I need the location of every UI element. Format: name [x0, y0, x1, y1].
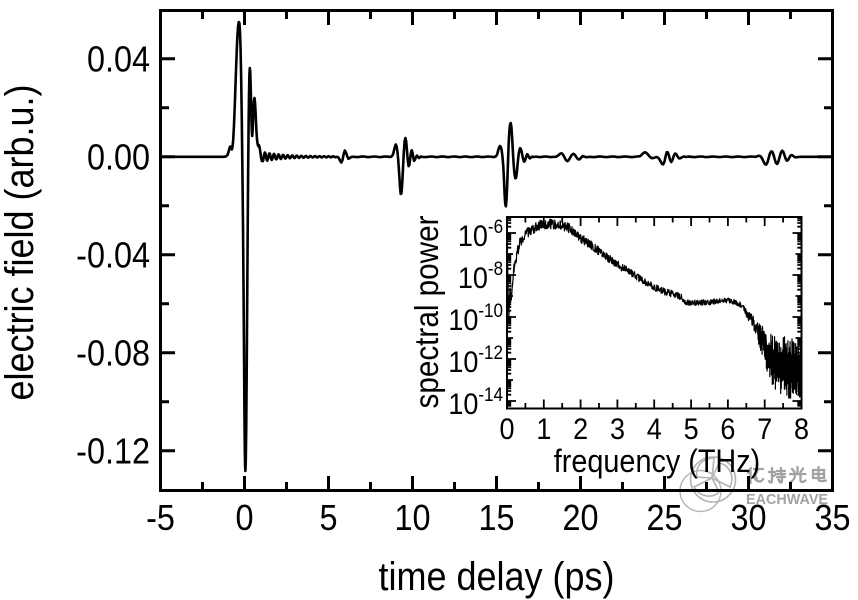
- svg-text:7: 7: [757, 413, 772, 447]
- svg-text:-5: -5: [146, 498, 175, 538]
- svg-text:10: 10: [394, 498, 430, 538]
- svg-text:8: 8: [794, 413, 809, 447]
- svg-text:spectral power: spectral power: [409, 215, 446, 408]
- svg-text:0.00: 0.00: [87, 138, 150, 178]
- svg-text:3: 3: [610, 413, 625, 447]
- svg-text:-0.12: -0.12: [76, 432, 150, 472]
- svg-text:1: 1: [536, 413, 551, 447]
- svg-text:0: 0: [235, 498, 253, 538]
- svg-text:-12: -12: [478, 342, 503, 363]
- svg-text:10: 10: [448, 304, 478, 338]
- svg-text:-14: -14: [478, 384, 503, 405]
- svg-text:25: 25: [646, 498, 682, 538]
- svg-text:10: 10: [458, 262, 488, 296]
- svg-text:-0.08: -0.08: [76, 334, 150, 374]
- svg-text:5: 5: [684, 413, 699, 447]
- svg-text:4: 4: [647, 413, 662, 447]
- svg-text:0.04: 0.04: [87, 40, 150, 80]
- svg-text:electric field (arb.u.): electric field (arb.u.): [0, 84, 42, 400]
- svg-text:0: 0: [499, 413, 514, 447]
- svg-text:6: 6: [720, 413, 735, 447]
- svg-text:10: 10: [458, 220, 488, 254]
- svg-text:5: 5: [319, 498, 337, 538]
- svg-text:time delay (ps): time delay (ps): [378, 555, 614, 599]
- svg-text:15: 15: [478, 498, 514, 538]
- svg-text:frequency (THz): frequency (THz): [554, 444, 760, 480]
- svg-text:2: 2: [573, 413, 588, 447]
- svg-text:-8: -8: [488, 258, 503, 279]
- svg-text:10: 10: [448, 388, 478, 422]
- svg-text:30: 30: [730, 498, 766, 538]
- svg-text:EACHWAVE: EACHWAVE: [746, 492, 828, 508]
- svg-text:35: 35: [814, 498, 850, 538]
- svg-text:-6: -6: [488, 216, 503, 237]
- svg-text:-10: -10: [478, 300, 503, 321]
- svg-text:10: 10: [448, 346, 478, 380]
- svg-text:-0.04: -0.04: [76, 236, 150, 276]
- svg-text:20: 20: [562, 498, 598, 538]
